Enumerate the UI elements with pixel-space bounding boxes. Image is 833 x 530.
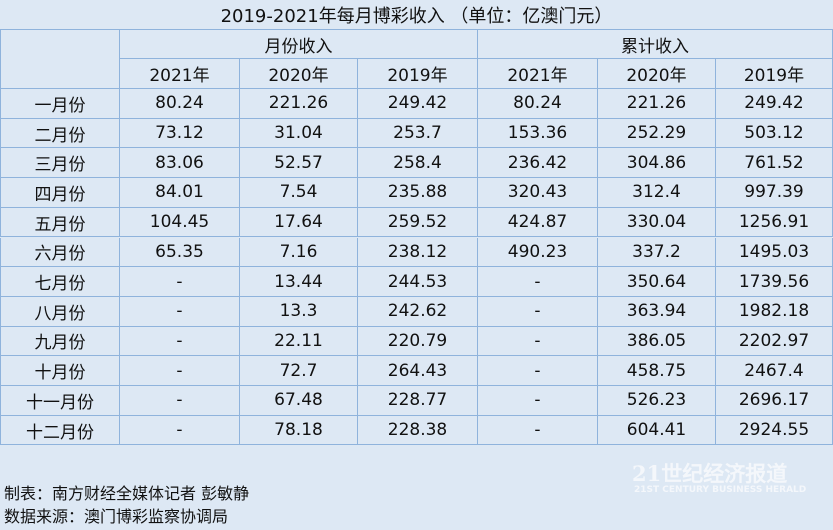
data-cell: 424.87: [478, 207, 598, 238]
column-header: 2020年: [598, 59, 716, 89]
data-cell: -: [120, 296, 240, 327]
data-cell: 320.43: [478, 178, 598, 208]
data-cell: 242.62: [358, 296, 478, 327]
data-cell: 31.04: [240, 118, 358, 149]
data-cell: 2202.97: [716, 326, 833, 357]
data-cell: -: [120, 386, 240, 416]
data-cell: -: [478, 386, 598, 416]
data-cell: -: [478, 415, 598, 446]
data-cell: 52.57: [240, 148, 358, 179]
data-cell: 350.64: [598, 267, 716, 297]
data-cell: 22.11: [240, 326, 358, 357]
data-cell: 104.45: [120, 207, 240, 238]
data-cell: 13.44: [240, 267, 358, 297]
data-cell: -: [478, 296, 598, 327]
data-cell: 80.24: [120, 89, 240, 119]
data-cell: 503.12: [716, 118, 833, 149]
data-cell: 80.24: [478, 89, 598, 119]
data-cell: 312.4: [598, 178, 716, 208]
data-cell: 84.01: [120, 178, 240, 208]
data-cell: -: [120, 415, 240, 446]
row-header: 六月份: [0, 237, 120, 268]
row-header: 十一月份: [0, 386, 120, 416]
data-cell: 330.04: [598, 207, 716, 238]
data-cell: 526.23: [598, 386, 716, 416]
row-header: 八月份: [0, 296, 120, 327]
table-title: 2019-2021年每月博彩收入 （单位：亿澳门元）: [0, 0, 833, 30]
corner-cell: [0, 30, 120, 89]
row-header: 十二月份: [0, 415, 120, 446]
data-cell: 1495.03: [716, 237, 833, 268]
column-header: 2021年: [120, 59, 240, 89]
data-cell: 228.77: [358, 386, 478, 416]
data-cell: 67.48: [240, 386, 358, 416]
data-cell: 65.35: [120, 237, 240, 268]
data-cell: 153.36: [478, 118, 598, 149]
data-cell: 220.79: [358, 326, 478, 357]
column-header: 2020年: [240, 59, 358, 89]
data-cell: 228.38: [358, 415, 478, 446]
data-cell: 997.39: [716, 178, 833, 208]
data-cell: 72.7: [240, 356, 358, 386]
data-cell: 363.94: [598, 296, 716, 327]
row-header: 七月份: [0, 267, 120, 297]
data-cell: 238.12: [358, 237, 478, 268]
data-cell: -: [478, 356, 598, 386]
data-cell: 221.26: [598, 89, 716, 119]
footer-source: 数据来源：澳门博彩监察协调局: [4, 507, 229, 526]
row-header: 九月份: [0, 326, 120, 357]
column-header: 2021年: [478, 59, 598, 89]
data-cell: 337.2: [598, 237, 716, 268]
footer-author: 制表：南方财经全媒体记者 彭敏静: [4, 484, 250, 503]
group-header: 累计收入: [478, 30, 833, 59]
data-cell: 221.26: [240, 89, 358, 119]
data-cell: 490.23: [478, 237, 598, 268]
row-header: 二月份: [0, 118, 120, 149]
data-cell: 7.16: [240, 237, 358, 268]
data-cell: 1982.18: [716, 296, 833, 327]
data-cell: 258.4: [358, 148, 478, 179]
data-cell: 78.18: [240, 415, 358, 446]
data-cell: 259.52: [358, 207, 478, 238]
data-cell: 1739.56: [716, 267, 833, 297]
data-cell: -: [120, 356, 240, 386]
row-header: 一月份: [0, 89, 120, 119]
data-cell: 249.42: [716, 89, 833, 119]
data-cell: 83.06: [120, 148, 240, 179]
watermark-name: 21世纪经济报道: [632, 461, 788, 486]
data-cell: 264.43: [358, 356, 478, 386]
data-cell: 304.86: [598, 148, 716, 179]
data-cell: -: [120, 267, 240, 297]
data-cell: 13.3: [240, 296, 358, 327]
data-cell: 73.12: [120, 118, 240, 149]
data-cell: 249.42: [358, 89, 478, 119]
row-header: 十月份: [0, 356, 120, 386]
data-cell: 386.05: [598, 326, 716, 357]
data-cell: -: [478, 267, 598, 297]
data-cell: -: [120, 326, 240, 357]
watermark-subtitle: 21ST CENTURY BUSINESS HERALD: [634, 485, 807, 495]
data-cell: 236.42: [478, 148, 598, 179]
data-cell: 17.64: [240, 207, 358, 238]
data-cell: 1256.91: [716, 207, 833, 238]
data-cell: 2696.17: [716, 386, 833, 416]
column-header: 2019年: [716, 59, 833, 89]
row-header: 四月份: [0, 178, 120, 208]
data-cell: 604.41: [598, 415, 716, 446]
data-cell: 252.29: [598, 118, 716, 149]
data-cell: 244.53: [358, 267, 478, 297]
data-cell: 7.54: [240, 178, 358, 208]
data-cell: 2467.4: [716, 356, 833, 386]
row-header: 五月份: [0, 207, 120, 238]
group-header: 月份收入: [120, 30, 478, 59]
data-cell: 253.7: [358, 118, 478, 149]
data-cell: 761.52: [716, 148, 833, 179]
data-cell: 235.88: [358, 178, 478, 208]
data-cell: -: [478, 326, 598, 357]
column-header: 2019年: [358, 59, 478, 89]
data-cell: 2924.55: [716, 415, 833, 446]
data-cell: 458.75: [598, 356, 716, 386]
row-header: 三月份: [0, 148, 120, 179]
